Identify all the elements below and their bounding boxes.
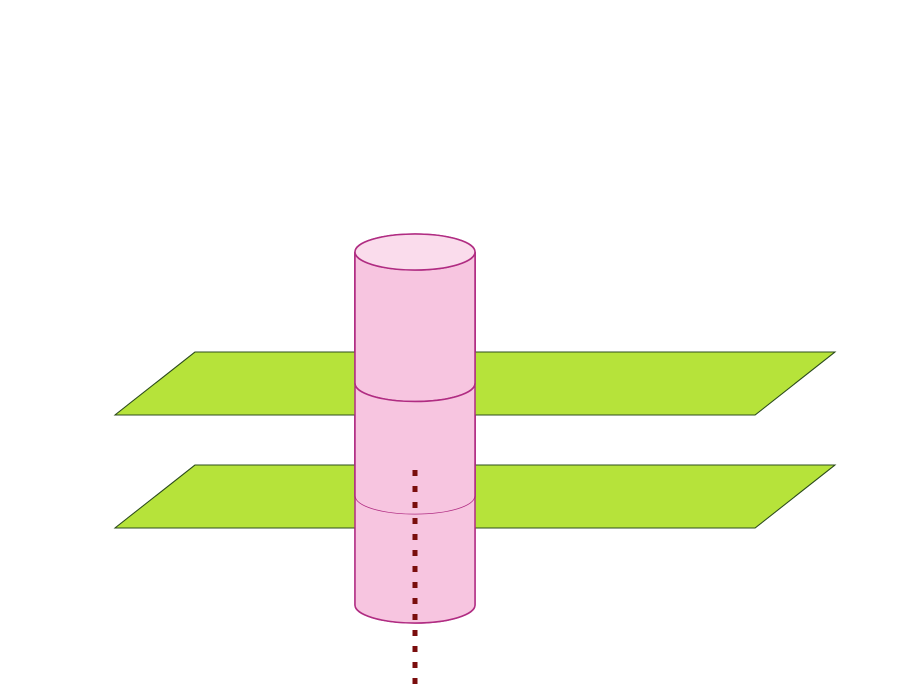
cylinder-top-cap-final xyxy=(355,234,475,270)
cylinder-mid-front xyxy=(355,384,475,515)
cylinder-front-fill-over-upper xyxy=(355,252,475,402)
geometry-diagram xyxy=(0,0,920,690)
cylinder-lower-front xyxy=(355,497,475,624)
